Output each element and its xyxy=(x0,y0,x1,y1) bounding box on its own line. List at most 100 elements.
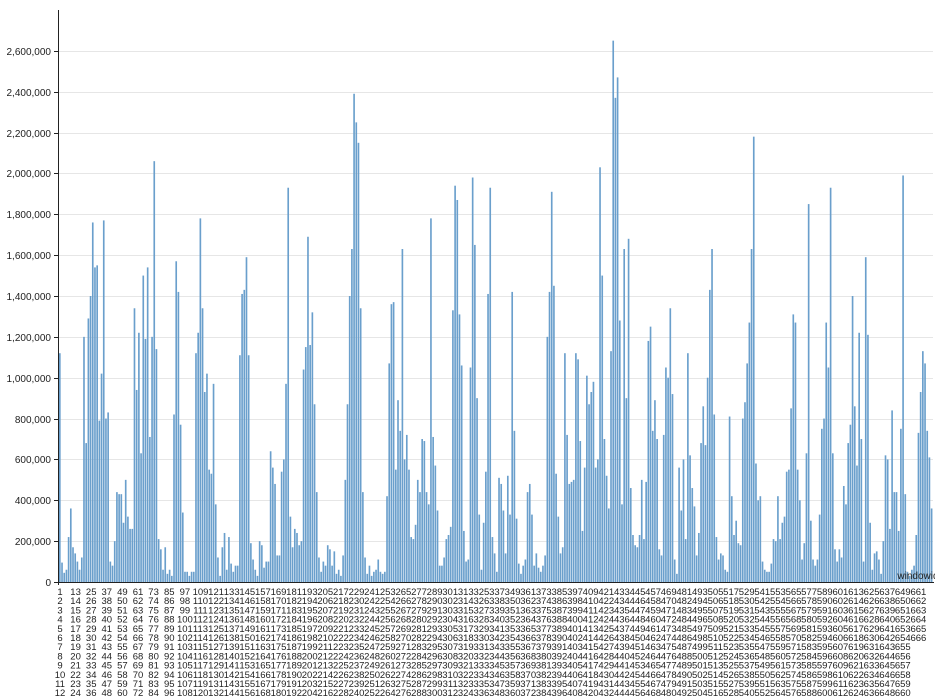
bar xyxy=(436,510,439,582)
x-tick-label: 572 xyxy=(786,651,802,662)
x-tick-label: 653 xyxy=(895,624,911,635)
bar xyxy=(179,424,182,582)
x-tick-label: 169 xyxy=(271,587,287,598)
x-tick-label: 57 xyxy=(117,661,128,672)
bar xyxy=(250,543,252,582)
x-tick-label: 202 xyxy=(302,670,318,681)
bar xyxy=(575,353,577,582)
x-tick-label: 268 xyxy=(395,615,411,626)
x-tick-label: 85 xyxy=(164,587,175,598)
bar xyxy=(750,249,753,582)
x-tick-label: 495 xyxy=(692,605,708,616)
x-tick-label: 154 xyxy=(239,670,255,681)
x-tick-label: 199 xyxy=(302,642,318,653)
x-tick-label: 237 xyxy=(349,661,365,672)
x-tick-label: 416 xyxy=(583,651,599,662)
x-tick-label: 647 xyxy=(879,679,895,690)
bar xyxy=(805,453,808,582)
bar xyxy=(337,569,340,582)
bar xyxy=(379,571,382,582)
x-tick-label: 156 xyxy=(239,688,255,699)
bar xyxy=(245,257,248,582)
x-tick-label: 130 xyxy=(208,670,224,681)
bar xyxy=(814,565,817,582)
x-tick-label: 293 xyxy=(427,624,443,635)
x-tick-label: 88 xyxy=(164,615,175,626)
bar xyxy=(63,572,66,582)
x-tick-label: 38 xyxy=(102,596,113,607)
x-tick-label: 261 xyxy=(380,661,396,672)
x-tick-label: 103 xyxy=(177,642,193,653)
bar xyxy=(889,528,891,582)
x-tick-label: 110 xyxy=(193,596,208,607)
bar xyxy=(254,569,257,582)
x-tick-label: 367 xyxy=(520,642,536,653)
bar xyxy=(210,473,213,582)
x-tick-label: 509 xyxy=(708,624,724,635)
x-tick-label: 458 xyxy=(645,596,661,607)
bar xyxy=(414,524,417,582)
bar xyxy=(315,492,318,582)
x-tick-label: 132 xyxy=(208,688,224,699)
bar xyxy=(100,373,103,582)
bar xyxy=(722,555,724,582)
x-tick-label: 652 xyxy=(895,615,911,626)
x-tick-label: 513 xyxy=(708,661,724,672)
bar xyxy=(282,459,285,582)
x-tick-label: 632 xyxy=(864,651,880,662)
x-tick-label: 514 xyxy=(708,670,724,681)
x-tick-label: 634 xyxy=(864,670,880,681)
x-tick-label: 519 xyxy=(723,605,739,616)
x-tick-label: 319 xyxy=(458,642,474,653)
x-tick-label: 158 xyxy=(255,596,271,607)
bar xyxy=(807,204,810,582)
x-tick-label: 468 xyxy=(645,688,661,699)
x-tick-label: 532 xyxy=(739,615,755,626)
x-tick-label: 559 xyxy=(770,642,786,653)
bar xyxy=(340,575,342,582)
bar xyxy=(175,261,178,582)
x-tick-label: 341 xyxy=(489,624,505,635)
bar xyxy=(546,336,549,582)
bar xyxy=(116,492,118,582)
x-tick-label: 150 xyxy=(239,633,255,644)
x-tick-label: 454 xyxy=(630,670,646,681)
x-tick-label: 629 xyxy=(864,624,880,635)
x-tick-label: 496 xyxy=(692,615,708,626)
bar xyxy=(278,555,281,582)
x-tick-label: 215 xyxy=(317,679,333,690)
x-tick-label: 315 xyxy=(458,605,474,616)
x-tick-label: 602 xyxy=(832,596,848,607)
bar xyxy=(665,367,667,582)
x-tick-label: 418 xyxy=(583,670,599,681)
bar xyxy=(871,569,874,582)
x-tick-label: 354 xyxy=(505,633,521,644)
x-tick-label: 92 xyxy=(164,651,175,662)
x-tick-label: 82 xyxy=(148,670,159,681)
x-tick-label: 191 xyxy=(286,679,302,690)
x-tick-label: 172 xyxy=(271,615,287,626)
x-tick-label: 600 xyxy=(817,688,833,699)
x-tick-label: 197 xyxy=(302,624,318,635)
bar xyxy=(682,459,685,582)
bar xyxy=(687,353,689,582)
x-tick-label: 606 xyxy=(832,633,848,644)
x-tick-label: 146 xyxy=(239,596,255,607)
x-tick-label: 605 xyxy=(832,624,848,635)
x-tick-label: 470 xyxy=(661,596,677,607)
x-tick-label: 465 xyxy=(645,661,661,672)
bar xyxy=(353,93,355,582)
x-tick-label: 2 xyxy=(57,596,62,607)
x-tick-label: 320 xyxy=(458,651,474,662)
x-tick-label: 30 xyxy=(86,633,97,644)
y-tick-label: 1,800,000 xyxy=(7,210,52,221)
x-tick-label: 449 xyxy=(630,624,646,635)
x-tick-label: 248 xyxy=(364,651,380,662)
x-tick-label: 372 xyxy=(520,688,536,699)
x-tick-label: 641 xyxy=(879,624,895,635)
x-tick-label: 11 xyxy=(55,679,65,690)
x-tick-label: 109 xyxy=(193,587,209,598)
bar xyxy=(219,575,221,582)
x-tick-label: 625 xyxy=(864,587,880,598)
bar xyxy=(388,363,391,582)
